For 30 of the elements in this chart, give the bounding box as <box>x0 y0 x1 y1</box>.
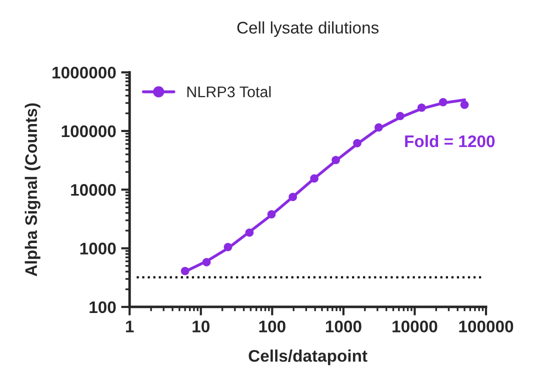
point <box>267 210 276 218</box>
y-tick-label: 1000 <box>80 242 116 254</box>
point <box>224 242 232 252</box>
point <box>180 266 190 276</box>
x-tick-label: 1 <box>126 320 134 332</box>
point <box>245 228 254 237</box>
x-axis-title: Cells/datapoint <box>248 350 368 366</box>
point <box>310 174 318 183</box>
y-tick-label: 100000 <box>62 125 116 138</box>
point <box>288 192 297 202</box>
point <box>460 100 469 109</box>
x-tick-label: 10 <box>192 320 210 332</box>
y-tick-label: 10000 <box>71 184 116 196</box>
y-tick-label: 100 <box>90 301 116 314</box>
x-tick-label: 100000 <box>459 320 514 332</box>
point <box>417 103 426 112</box>
legend-label: NLRP3 Total <box>187 86 271 98</box>
point <box>374 123 383 132</box>
y-axis-title: Alpha Signal (Counts) <box>24 103 40 276</box>
x-tick-label: 1000 <box>326 320 362 332</box>
x-tick-label: 10000 <box>392 320 438 332</box>
y-tick-label: 1000000 <box>52 66 116 79</box>
chart-title: Cell lysate dilutions <box>237 21 379 37</box>
point <box>202 258 211 266</box>
point <box>438 98 448 106</box>
x-tick-label: 100 <box>259 320 286 332</box>
annotation: Fold = 1200 <box>405 134 495 148</box>
point <box>332 156 340 164</box>
point <box>353 138 362 148</box>
point <box>396 112 404 120</box>
